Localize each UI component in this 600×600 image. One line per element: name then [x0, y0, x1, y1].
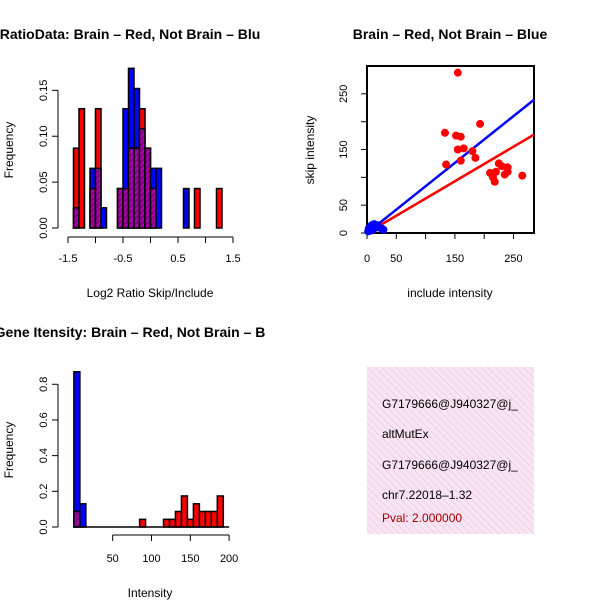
intensity-bar-12 [216, 495, 225, 528]
intensity-y-tick-label-4: 0.8 [38, 377, 50, 392]
intensity-histogram-ylabel: Frequency [2, 422, 16, 479]
intensity-histogram-axes: 50 100 150 200 0.0 0.2 0.4 0.6 0.8 [38, 377, 238, 565]
scatter-point-not-brain-16 [371, 221, 380, 230]
scatter-points [364, 68, 527, 236]
pval-text: Pval: 2.000000 [382, 511, 462, 525]
intensity-overlap-bar-0 [73, 510, 81, 528]
scatter-point-brain-10 [442, 160, 451, 169]
intensity-bar-8 [192, 503, 201, 528]
ratio-histogram-title: RatioData: Brain – Red, Not Brain – Blu [0, 26, 260, 42]
intensity-scatter-panel: Brain – Red, Not Brain – Blue 0 50 150 2500… [303, 26, 547, 300]
intensity-bar-3 [162, 518, 171, 528]
intensity-x-tick-label-3: 200 [220, 553, 238, 565]
scatter-x-tick-label-2: 150 [446, 253, 464, 265]
intensity-x-tick-label-2: 150 [181, 553, 199, 565]
scatter-point-brain-1 [440, 128, 449, 137]
ratio-overlap-bar-13 [144, 147, 152, 229]
intensity-bar-5 [174, 510, 183, 528]
intensity-bar-6 [180, 495, 189, 528]
intensity-bar-7 [186, 518, 195, 528]
ratio-overlap-bar-3 [89, 187, 97, 229]
scatter-point-brain-3 [456, 132, 465, 141]
intensity-bar-1 [79, 503, 87, 528]
intensity-bar-4 [168, 518, 177, 528]
scatter-point-brain-4 [476, 119, 485, 128]
ratio-overlap-bar-10 [127, 147, 135, 229]
ratio-y-tick-label-2: 0.10 [38, 126, 50, 147]
scatter-point-brain-0 [453, 68, 462, 77]
scatter-point-brain-8 [456, 156, 465, 165]
ratio-x-tick-label-0: -1.5 [59, 253, 78, 265]
intensity-x-tick-label-1: 100 [142, 553, 160, 565]
ratio-histogram-xlabel: Log2 Ratio Skip/Include [87, 286, 214, 300]
intensity-bar-2 [138, 518, 147, 528]
intensity-histogram-title: Gene Itensity: Brain – Red, Not Brain – … [0, 324, 265, 340]
scatter-fit-brain [366, 133, 535, 235]
scatter-point-brain-20 [486, 168, 495, 177]
scatter-y-tick-label-2: 150 [338, 140, 350, 158]
ratio-y-tick-label-1: 0.05 [38, 171, 50, 192]
ratio-y-tick-label-0: 0.00 [38, 217, 50, 238]
ratio-bar-5 [100, 207, 108, 229]
ratio-overlap-bar-14 [149, 187, 157, 229]
scatter-title: Brain – Red, Not Brain – Blue [353, 26, 548, 42]
ratio-bar-20 [182, 187, 190, 229]
scatter-point-brain-19 [518, 171, 527, 180]
ratio-overlap-bar-0 [72, 207, 80, 229]
scatter-x-tick-label-1: 50 [390, 253, 402, 265]
intensity-bar-0 [73, 371, 81, 528]
info-line-1: G7179666@J940327@j_ [382, 397, 518, 411]
ratio-overlap-bar-9 [122, 187, 130, 229]
scatter-y-tick-label-3: 250 [338, 85, 350, 103]
info-panel-background [367, 367, 534, 534]
intensity-y-tick-label-0: 0.0 [38, 519, 50, 534]
info-line-4: chr7.22018–1.32 [382, 488, 472, 502]
ratio-x-tick-label-1: -0.5 [114, 253, 133, 265]
intensity-histogram-bars [73, 371, 230, 528]
ratio-histogram-axes: -1.5 -0.5 0.5 1.5 0.00 0.05 0.10 0.15 [38, 80, 241, 265]
scatter-point-brain-7 [468, 147, 477, 156]
scatter-y-tick-label-1: 50 [338, 199, 350, 211]
ratio-overlap-bar-11 [133, 147, 141, 229]
intensity-bar-9 [198, 510, 207, 528]
info-line-2: altMutEx [382, 427, 429, 441]
intensity-histogram-panel: Gene Itensity: Brain – Red, Not Brain – … [0, 324, 265, 600]
intensity-y-tick-label-3: 0.6 [38, 412, 50, 427]
scatter-fit-not-brain [366, 98, 535, 234]
ratio-overlap-bar-8 [116, 187, 124, 229]
ratio-bar-22 [193, 187, 201, 229]
intensity-bar-10 [204, 510, 213, 528]
scatter-ylabel: skip intensity [303, 116, 317, 185]
ratio-x-tick-label-2: 0.5 [170, 253, 185, 265]
ratio-y-tick-label-3: 0.15 [38, 80, 50, 101]
scatter-x-tick-label-3: 250 [504, 253, 522, 265]
ratio-histogram-panel: RatioData: Brain – Red, Not Brain – Blu … [0, 26, 260, 300]
ratio-histogram-ylabel: Frequency [2, 122, 16, 179]
scatter-y-tick-label-0: 0 [338, 230, 350, 236]
intensity-bar-11 [210, 510, 219, 528]
scatter-point-not-brain-12 [379, 225, 388, 234]
intensity-x-tick-label-0: 50 [107, 553, 119, 565]
intensity-histogram-xlabel: Intensity [128, 586, 173, 600]
ratio-x-tick-label-3: 1.5 [225, 253, 240, 265]
scatter-fit-lines [366, 98, 535, 235]
ratio-overlap-bar-4 [94, 167, 102, 229]
scatter-x-tick-label-0: 0 [364, 253, 370, 265]
ratio-bar-1 [78, 107, 86, 229]
intensity-y-tick-label-2: 0.4 [38, 448, 50, 463]
scatter-xlabel: include intensity [407, 286, 492, 300]
ratio-histogram-bars [72, 67, 223, 229]
scatter-point-brain-18 [500, 170, 509, 179]
scatter-axes: 0 50 150 250 0 50 150 250 [338, 65, 535, 265]
ratio-overlap-bar-12 [138, 128, 146, 229]
info-line-3: G7179666@J940327@j_ [382, 458, 518, 472]
scatter-point-brain-17 [490, 177, 499, 186]
intensity-y-tick-label-1: 0.2 [38, 484, 50, 499]
ratio-bar-26 [215, 187, 223, 229]
info-panel: G7179666@J940327@j_ altMutEx G7179666@J9… [367, 367, 534, 534]
scatter-point-brain-9 [471, 153, 480, 162]
scatter-point-brain-6 [459, 144, 468, 153]
ratio-bar-15 [155, 167, 163, 229]
